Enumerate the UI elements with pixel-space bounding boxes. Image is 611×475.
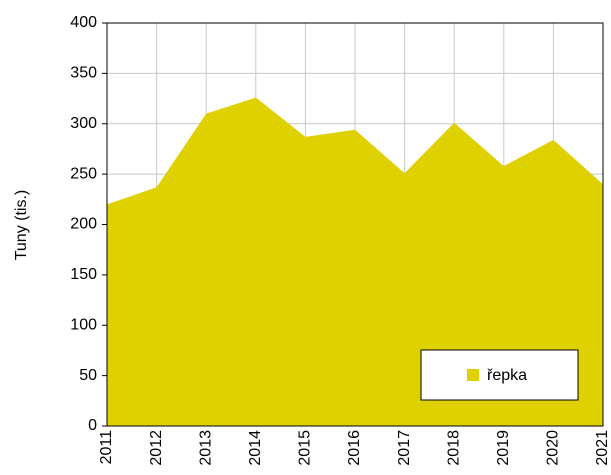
x-tick-label: 2018 (445, 430, 462, 466)
y-tick-label: 0 (88, 417, 97, 434)
x-tick-label: 2017 (396, 430, 413, 466)
x-tick-label: 2011 (98, 430, 115, 465)
y-tick-label: 150 (70, 266, 97, 283)
y-axis-label: Tuny (tis.) (13, 190, 30, 261)
legend-box (420, 349, 579, 401)
x-tick-label: 2019 (495, 430, 512, 466)
x-tick-label: 2016 (346, 430, 363, 466)
y-tick-label: 300 (70, 115, 97, 132)
x-tick-label: 2012 (148, 430, 165, 466)
x-tick-label: 2014 (247, 430, 264, 466)
y-tick-label: 400 (70, 14, 97, 31)
y-tick-label: 100 (70, 316, 97, 333)
y-tick-label: 200 (70, 216, 97, 233)
x-tick-label: 2013 (197, 430, 214, 466)
y-tick-label: 250 (70, 165, 97, 182)
x-tick-label: 2015 (297, 430, 314, 466)
legend-label: řepka (487, 367, 527, 384)
x-tick-label: 2020 (545, 430, 562, 466)
y-tick-label: 50 (79, 367, 97, 384)
plot-frame (106, 22, 604, 427)
area (107, 97, 603, 427)
y-tick-label: 350 (70, 65, 97, 82)
x-tick-label: 2021 (594, 430, 611, 466)
legend-swatch (467, 369, 479, 381)
